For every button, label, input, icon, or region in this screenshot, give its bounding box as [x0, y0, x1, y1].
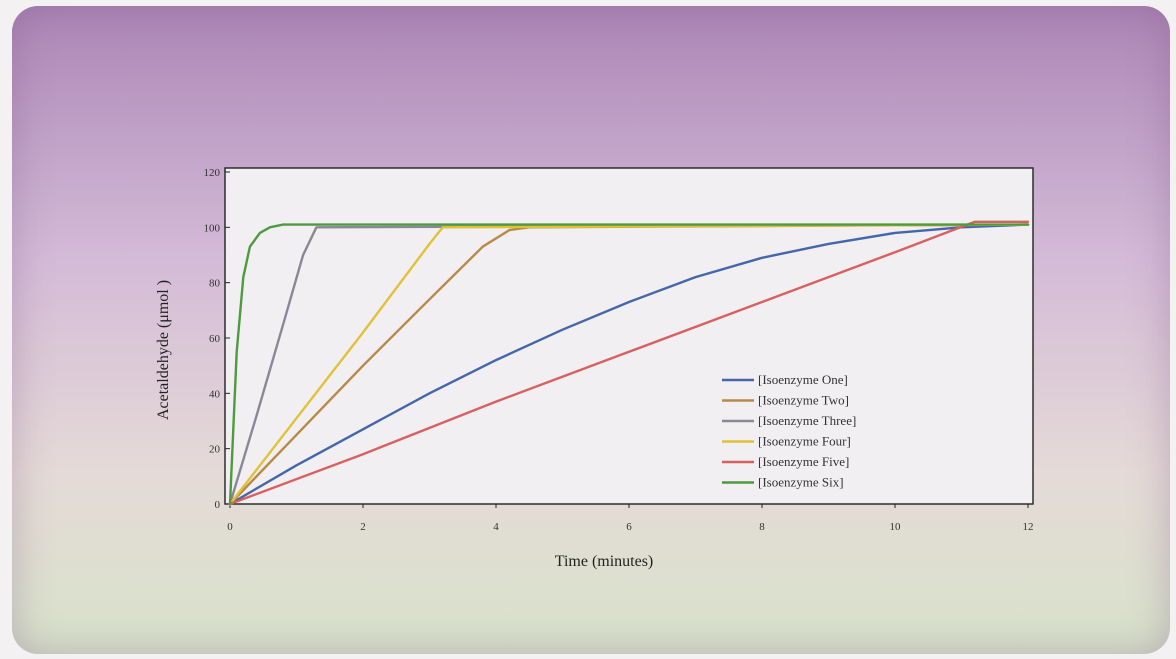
x-tick-label: 8	[759, 521, 765, 533]
x-tick-label: 4	[493, 521, 499, 533]
x-tick-label: 6	[626, 521, 632, 533]
series-line-3	[228, 223, 1030, 506]
series-line-5	[228, 220, 1030, 506]
y-tick-label: 40	[209, 388, 221, 400]
x-tick-label: 10	[890, 521, 902, 533]
legend-label: [Isoenzyme Four]	[758, 434, 851, 449]
x-tick-label: 0	[227, 521, 233, 533]
y-tick-label: 60	[209, 333, 221, 345]
y-tick-label: 20	[209, 444, 221, 456]
x-axis-title: Time (minutes)	[555, 553, 654, 570]
series-lines	[228, 220, 1030, 506]
y-tick-label: 100	[204, 222, 221, 234]
legend-label: [Isoenzyme Two]	[758, 393, 849, 408]
legend-label: [Isoenzyme One]	[758, 372, 848, 387]
y-tick-label: 80	[209, 278, 221, 290]
y-tick-label: 120	[204, 167, 221, 179]
y-tick-label: 0	[215, 499, 221, 511]
x-tick-label: 12	[1023, 521, 1034, 533]
plot-area	[224, 167, 1034, 505]
series-line-4	[228, 223, 1030, 506]
x-tick-label: 2	[360, 521, 366, 533]
legend-label: [Isoenzyme Five]	[758, 454, 849, 469]
legend: [Isoenzyme One] [Isoenzyme Two] [Isoenzyme…	[722, 372, 856, 490]
legend-label: [Isoenzyme Six]	[758, 475, 844, 490]
series-line-1	[228, 223, 1030, 506]
legend-label: [Isoenzyme Three]	[758, 413, 856, 428]
y-axis-title: Acetaldehyde (μmol )	[155, 280, 172, 420]
series-line-6	[228, 223, 1030, 506]
